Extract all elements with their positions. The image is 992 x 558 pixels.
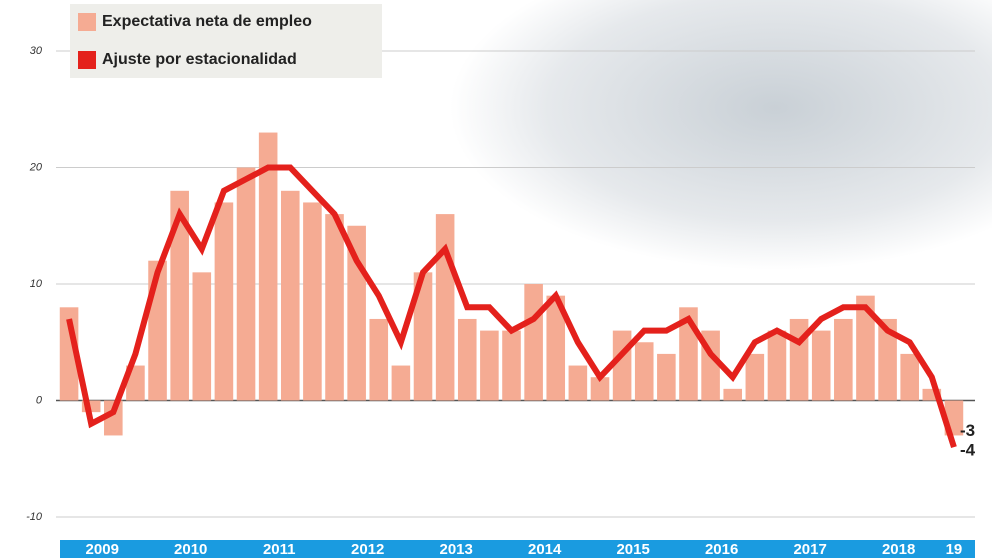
year-band: [60, 540, 975, 558]
bar: [369, 318, 389, 401]
x-group-label: 2013: [440, 541, 473, 558]
bar: [590, 377, 610, 401]
bar: [811, 330, 831, 401]
bar: [303, 202, 322, 401]
legend-label: Expectativa neta de empleo: [102, 13, 312, 30]
x-group-label: 2015: [616, 541, 649, 558]
y-tick-label: 20: [29, 161, 43, 173]
bar: [723, 388, 743, 401]
end-label: -4: [960, 441, 976, 460]
legend-label: Ajuste por estacionalidad: [102, 51, 297, 68]
bar: [546, 295, 566, 401]
bar: [435, 214, 455, 401]
bar: [457, 318, 477, 401]
legend-box: [70, 4, 382, 78]
bar: [834, 318, 853, 401]
bar: [568, 365, 588, 401]
end-label: -3: [960, 421, 975, 440]
y-tick-label: 30: [30, 45, 43, 57]
bar: [480, 330, 499, 401]
bar: [325, 214, 344, 401]
x-group-label: 2017: [793, 541, 826, 558]
bar: [922, 388, 942, 401]
bar: [280, 190, 300, 401]
x-group-label: 2010: [174, 541, 207, 558]
legend-swatch: [78, 51, 96, 69]
y-tick-label: 10: [30, 278, 43, 290]
x-group-label: 2016: [705, 541, 738, 558]
x-group-label: 2009: [86, 541, 119, 558]
x-group-label: 2018: [882, 541, 915, 558]
bar: [745, 353, 765, 401]
bar: [856, 295, 875, 401]
x-group-label: 19: [946, 541, 963, 558]
y-tick-label: 0: [36, 394, 43, 406]
bar: [524, 284, 543, 401]
bar: [878, 318, 897, 401]
bar: [391, 365, 411, 401]
bar: [81, 400, 101, 413]
bar: [170, 190, 189, 401]
bar: [214, 202, 234, 401]
bar: [258, 132, 278, 401]
line: [66, 164, 957, 449]
x-group-label: 2012: [351, 541, 384, 558]
background-photo: [450, 0, 992, 270]
bar: [413, 272, 433, 401]
bar: [192, 272, 212, 401]
legend-swatch: [78, 13, 96, 31]
bar: [767, 330, 787, 401]
bar: [104, 400, 123, 436]
bar: [900, 353, 919, 401]
y-tick-label: -10: [26, 511, 43, 523]
x-group-label: 2011: [263, 541, 296, 558]
bar: [502, 330, 521, 401]
x-group-label: 2014: [528, 541, 562, 558]
bar: [634, 342, 654, 401]
bar: [612, 330, 632, 401]
bar: [236, 167, 256, 401]
bar: [657, 353, 676, 401]
